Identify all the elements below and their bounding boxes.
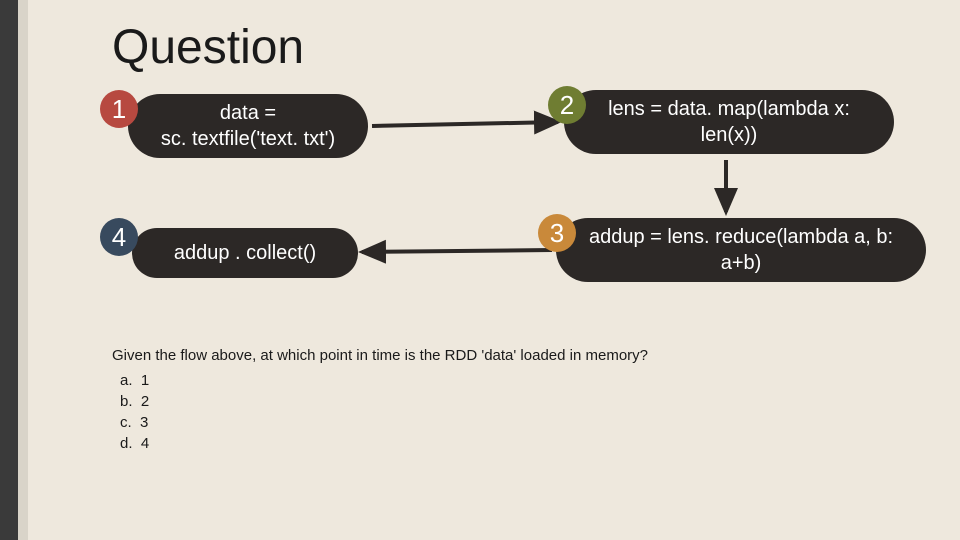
option-d-value: 4 (141, 435, 149, 452)
option-c: c. 3 (120, 412, 648, 433)
sidebar-accent-light (18, 0, 28, 540)
flow-node-4-text: addup . collect() (174, 240, 316, 266)
flow-node-2: lens = data. map(lambda x:len(x)) (564, 90, 894, 154)
step-badge-1: 1 (100, 90, 138, 128)
sidebar-accent-dark (0, 0, 18, 540)
option-b-value: 2 (141, 393, 149, 410)
option-b: b. 2 (120, 391, 648, 412)
flow-node-2-text: lens = data. map(lambda x:len(x)) (608, 96, 850, 148)
option-d: d. 4 (120, 433, 648, 454)
arrow-1-to-2 (372, 122, 558, 126)
flow-node-3: addup = lens. reduce(lambda a, b:a+b) (556, 218, 926, 282)
flow-node-3-text: addup = lens. reduce(lambda a, b:a+b) (589, 224, 893, 276)
step-badge-4: 4 (100, 218, 138, 256)
option-a-value: 1 (141, 372, 149, 389)
option-a: a. 1 (120, 370, 648, 391)
flow-node-1: data =sc. textfile('text. txt') (128, 94, 368, 158)
question-block: Given the flow above, at which point in … (112, 345, 648, 454)
flow-node-1-text: data =sc. textfile('text. txt') (161, 100, 335, 152)
step-badge-3: 3 (538, 214, 576, 252)
arrow-3-to-4 (362, 250, 552, 252)
page-title: Question (112, 20, 304, 75)
option-c-value: 3 (140, 414, 148, 431)
step-badge-2: 2 (548, 86, 586, 124)
question-prompt: Given the flow above, at which point in … (112, 345, 648, 366)
flow-node-4: addup . collect() (132, 228, 358, 278)
